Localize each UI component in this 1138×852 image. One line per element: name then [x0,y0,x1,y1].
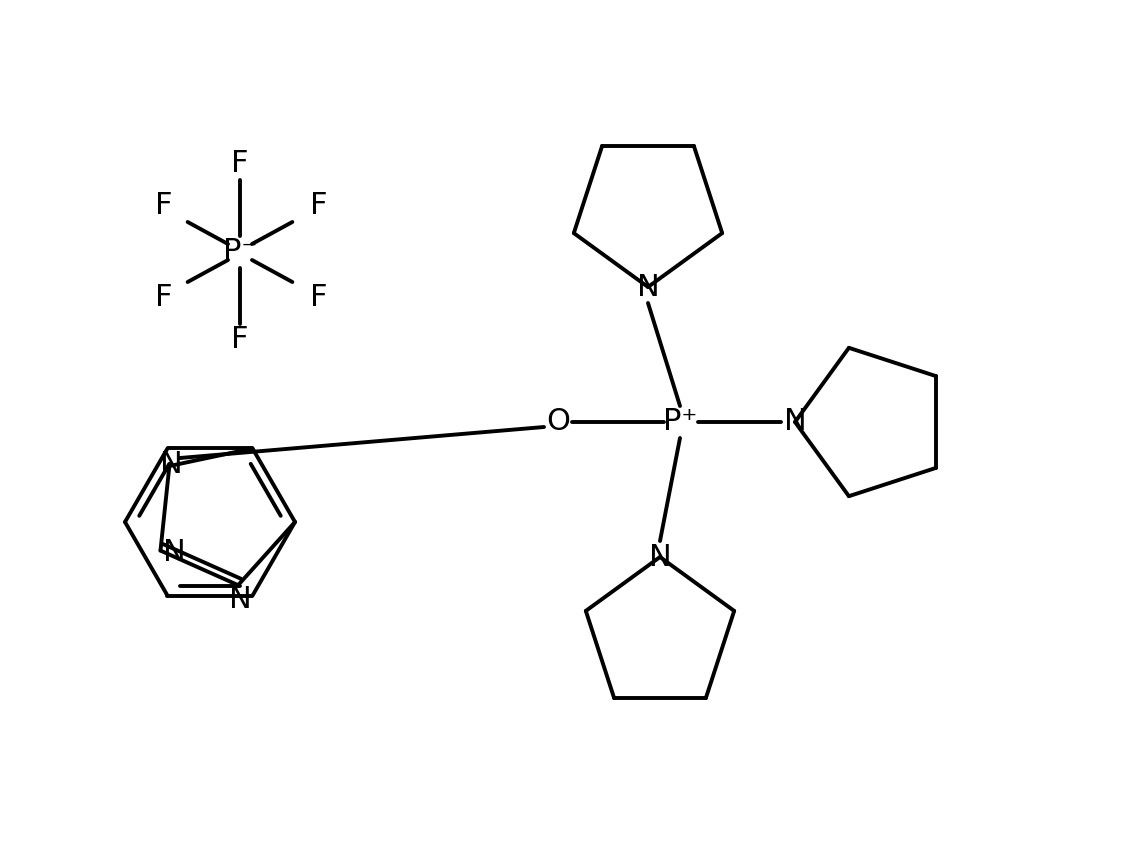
Text: N: N [229,584,251,613]
Text: N: N [649,543,671,572]
Text: O: O [546,407,570,436]
Text: N: N [636,273,659,302]
Text: P⁺: P⁺ [662,407,698,436]
Text: N: N [163,538,185,567]
Text: F: F [231,325,249,354]
Text: F: F [155,192,172,221]
Text: F: F [155,284,172,313]
Text: N: N [160,450,183,479]
Text: F: F [231,149,249,179]
Text: F: F [310,284,327,313]
Text: F: F [310,192,327,221]
Text: P⁻: P⁻ [223,238,257,267]
Text: N: N [784,407,807,436]
